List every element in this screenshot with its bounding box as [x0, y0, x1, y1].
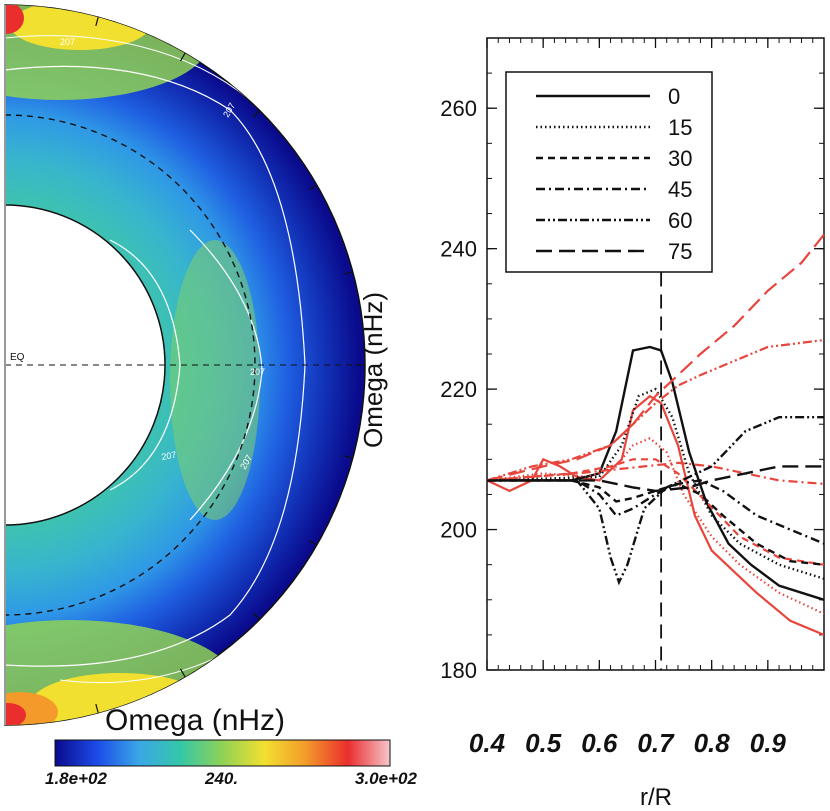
contour-line	[109, 239, 181, 491]
line-plot: 180 200 220 240 260 0.4 0.5 0.6 0.7 0.8 0.9 Omega…	[358, 37, 825, 811]
contour-label: 207	[60, 37, 75, 47]
legend-label: 30	[668, 146, 692, 171]
legend-items: 0 15 30 45 60 75	[536, 84, 692, 264]
x-tick-label: 0.7	[637, 728, 675, 758]
series-layer	[486, 233, 825, 636]
outer-tick-marks	[95, 17, 365, 713]
rim-tick	[95, 17, 99, 27]
rim-tick	[343, 455, 353, 459]
rim-tick	[179, 668, 186, 678]
series-line-red-30	[486, 458, 825, 566]
colorbar-min-label: 1.8e+02	[45, 769, 107, 788]
y-tick-label: 260	[440, 96, 477, 121]
series-line-red-0	[486, 394, 825, 636]
legend-label: 0	[668, 84, 680, 109]
colorbar-mid-label: 240.	[204, 769, 238, 788]
legend-label: 75	[668, 239, 692, 264]
legend-label: 45	[668, 177, 692, 202]
colorbar-max-label: 3.0e+02	[355, 769, 417, 788]
rim-tick	[179, 52, 186, 62]
south-pole-red-region	[5, 703, 26, 725]
series-line-black-30	[487, 479, 825, 566]
equator-label: EQ	[10, 352, 25, 363]
series-line-red-75	[486, 233, 825, 482]
rim-tick	[95, 703, 99, 713]
tachocline-arc	[4, 114, 256, 616]
meridional-quadrant: EQ 207 207 207 207 207	[4, 4, 366, 726]
x-axis-label: r/R	[640, 784, 672, 811]
colorbar: Omega (nHz) 1.8e+02 240. 3.0e+02	[45, 704, 417, 788]
series-line-red-60	[486, 338, 825, 482]
equatorial-green-band	[170, 240, 260, 520]
series-line-black-60	[487, 416, 824, 586]
y-tick-label: 240	[440, 237, 477, 262]
contour-label: 207	[161, 450, 178, 462]
series-line-red-45	[486, 461, 825, 485]
rim-tick	[343, 271, 353, 275]
rim-tick	[308, 184, 318, 191]
contour-line	[189, 229, 263, 521]
rim-tick	[308, 539, 318, 546]
legend-box	[505, 71, 713, 273]
x-tick-label: 0.4	[469, 728, 506, 758]
x-tick-label: 0.8	[694, 728, 731, 758]
colorbar-title: Omega (nHz)	[105, 704, 285, 737]
y-axis-label: Omega (nHz)	[358, 292, 388, 448]
y-tick-label: 200	[440, 518, 477, 543]
rim-tick	[252, 612, 260, 620]
north-pole-yellow-region	[10, 5, 150, 50]
rim-tick	[252, 110, 260, 118]
x-tick-label: 0.5	[525, 728, 562, 758]
series-line-black-0	[487, 345, 825, 601]
contour-line	[5, 35, 251, 101]
series-line-red-15	[486, 437, 825, 615]
series-line-black-45	[487, 479, 825, 545]
legend-label: 60	[668, 208, 692, 233]
series-line-black-75	[487, 465, 824, 493]
y-tick-label: 180	[440, 658, 477, 683]
y-tick-label: 220	[440, 377, 477, 402]
y-axis-ticks: 180 200 220 240 260	[440, 37, 824, 683]
legend-label: 15	[668, 115, 692, 140]
x-axis-ticks: 0.4 0.5 0.6 0.7 0.8 0.9	[469, 38, 825, 758]
contour-label: 207	[250, 367, 265, 377]
x-tick-label: 0.6	[581, 728, 618, 758]
colorbar-gradient-bar	[54, 739, 391, 767]
x-tick-label: 0.9	[750, 728, 787, 758]
series-line-black-15	[486, 387, 825, 580]
legend: 0 15 30 45 60 75	[505, 71, 713, 273]
